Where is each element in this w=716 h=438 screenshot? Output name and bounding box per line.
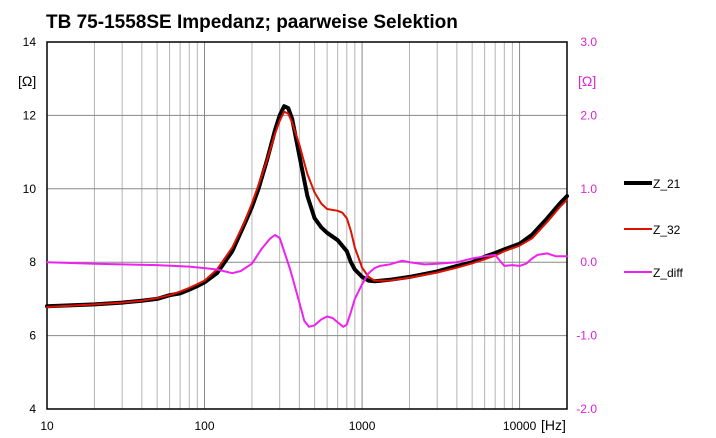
y-left-tick-label: 4	[29, 402, 36, 416]
y-right-tick-label: 0.0	[580, 255, 597, 269]
tick-labels: 10 100 1000 10000 4 6 8 10 12 14 -2.0 -1.0 0.0 1.0 2.0…	[23, 35, 598, 433]
right-axis-unit: [Ω]	[578, 73, 596, 89]
legend-label-z-32: Z_32	[653, 223, 681, 237]
series-lines	[45, 104, 569, 328]
series-line-z-21	[45, 104, 569, 309]
y-left-tick-label: 6	[29, 329, 36, 343]
x-tick-label: 100	[195, 419, 215, 433]
x-axis-unit: [Hz]	[541, 417, 566, 433]
chart-title: TB 75-1558SE Impedanz; paarweise Selekti…	[46, 12, 458, 33]
y-right-tick-label: 1.0	[580, 182, 597, 196]
x-tick-label: 10000	[503, 419, 537, 433]
legend-label-z-21: Z_21	[653, 177, 681, 191]
y-left-tick-label: 12	[23, 108, 37, 122]
y-left-tick-label: 10	[23, 182, 37, 196]
legend: Z_21 Z_32 Z_diff	[624, 177, 683, 280]
x-tick-label: 1000	[349, 419, 376, 433]
series-line-z-diff	[46, 234, 568, 328]
series-line-z-32	[46, 110, 568, 308]
y-right-tick-label: 3.0	[580, 35, 597, 49]
plot-frame	[46, 41, 568, 410]
left-axis-unit: [Ω]	[18, 73, 36, 89]
y-right-tick-label: 2.0	[580, 108, 597, 122]
legend-label-z-diff: Z_diff	[653, 266, 683, 280]
x-tick-label: 10	[40, 419, 54, 433]
y-right-tick-label: -1.0	[576, 329, 597, 343]
y-left-tick-label: 8	[29, 255, 36, 269]
y-right-tick-label: -2.0	[576, 402, 597, 416]
y-left-tick-label: 14	[23, 35, 37, 49]
